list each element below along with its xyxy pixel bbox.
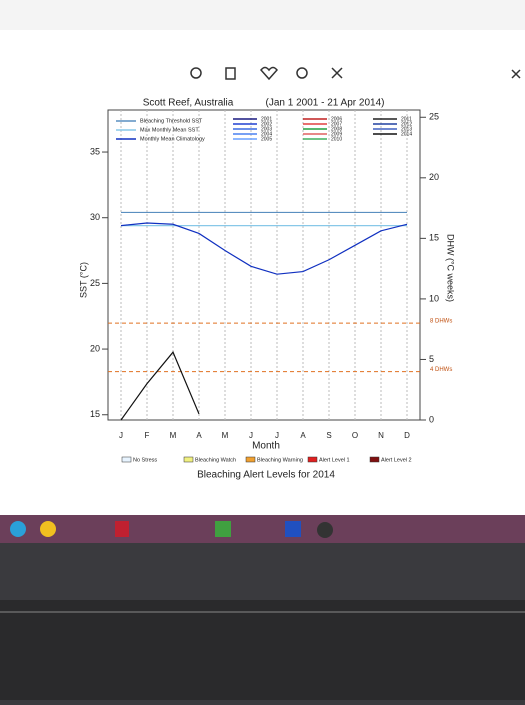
screen (0, 30, 525, 515)
app-icon (215, 521, 231, 537)
app-icon (10, 521, 26, 537)
chart-title: Scott Reef, Australia (143, 98, 234, 109)
y-tick-label: 20 (90, 343, 100, 353)
year-legend-label: 2014 (401, 131, 412, 137)
legend-label: Max Monthly Mean SST (140, 127, 199, 133)
trash-icon (225, 67, 236, 80)
y-tick-label: 30 (90, 212, 100, 222)
y2-axis-label: DHW (°C weeks) (446, 234, 456, 302)
x-tick-label: D (404, 431, 410, 440)
x-axis-label: Month (252, 441, 280, 452)
chart: Scott Reef, Australia (Jan 1 2001 - 21 A… (78, 98, 455, 481)
dhw-threshold-label: 8 DHWs (430, 319, 452, 325)
plot-frame (107, 109, 421, 421)
app-icon (115, 521, 129, 537)
bezel (0, 600, 525, 700)
x-tick-label: J (275, 431, 279, 440)
heart-icon (260, 66, 278, 81)
y2-tick-label: 15 (429, 233, 439, 243)
x-tick-label: N (378, 431, 384, 440)
year-legend-label: 2003 (261, 126, 272, 132)
alert-legend-swatch (121, 456, 132, 463)
y-axis-label: SST (°C) (78, 262, 88, 298)
alert-legend-label: Alert Level 1 (319, 457, 350, 463)
alert-legend-swatch (369, 456, 380, 463)
x-tick-label: A (300, 431, 306, 440)
close-icon (511, 69, 521, 79)
x-tick-label: O (352, 431, 358, 440)
alert-legend-label: Bleaching Warning (257, 457, 303, 463)
alert-legend-label: Alert Level 2 (381, 457, 412, 463)
y2-tick-label: 25 (429, 112, 439, 122)
viewer-bar (0, 0, 525, 30)
y-tick-label: 35 (90, 146, 100, 156)
year-legend-label: 2010 (331, 136, 342, 142)
app-icon (40, 521, 56, 537)
x-tick-label: A (196, 431, 202, 440)
taskbar-icons (10, 521, 333, 538)
x-tick-label: F (145, 431, 150, 440)
toolbar-icons (190, 66, 521, 81)
alert-legend-swatch (183, 456, 194, 463)
app-icon (285, 521, 301, 537)
y-tick-label: 15 (90, 409, 100, 419)
rotate-icon (296, 67, 308, 79)
alert-legend-label: Bleaching Watch (195, 457, 236, 463)
x-tick-label: M (222, 431, 229, 440)
year-legend-label: 2006 (331, 116, 342, 122)
y2-tick-label: 5 (429, 354, 434, 364)
x-tick-label: M (170, 431, 177, 440)
y-tick-label: 25 (90, 278, 100, 288)
year-legend-label: 2008 (331, 126, 342, 132)
series-line (120, 222, 408, 275)
y2-tick-label: 0 (429, 414, 434, 424)
alert-legend-swatch (245, 456, 256, 463)
x-tick-label: S (326, 431, 331, 440)
crop-icon (331, 67, 343, 79)
year-legend-label: 2007 (331, 121, 342, 127)
year-legend-label: 2009 (331, 131, 342, 137)
series-line (120, 351, 200, 421)
x-tick-label: J (119, 431, 123, 440)
year-legend-label: 2002 (261, 121, 272, 127)
legend-label: Monthly Mean Climatology (140, 136, 205, 142)
year-legend-label: 2004 (261, 131, 272, 137)
zoom-icon (190, 67, 202, 79)
alert-legend-swatch (307, 456, 318, 463)
dhw-threshold-label: 4 DHWs (430, 367, 452, 373)
year-legend-label: 2011 (401, 116, 412, 122)
x-tick-label: J (249, 431, 253, 440)
footer: Bleaching Alert Levels for 2014 (197, 470, 335, 481)
chart-subtitle: (Jan 1 2001 - 21 Apr 2014) (266, 98, 385, 109)
y2-tick-label: 20 (429, 172, 439, 182)
taskbar (0, 515, 525, 543)
legend-label: Bleaching Threshold SST (140, 118, 203, 124)
alert-legend-label: No Stress (133, 457, 157, 463)
year-legend-label: 2001 (261, 116, 272, 122)
year-legend-label: 2005 (261, 136, 272, 142)
y2-tick-label: 10 (429, 293, 439, 303)
year-legend-label: 2013 (401, 126, 412, 132)
year-legend-label: 2012 (401, 121, 412, 127)
app-icon (317, 522, 333, 538)
